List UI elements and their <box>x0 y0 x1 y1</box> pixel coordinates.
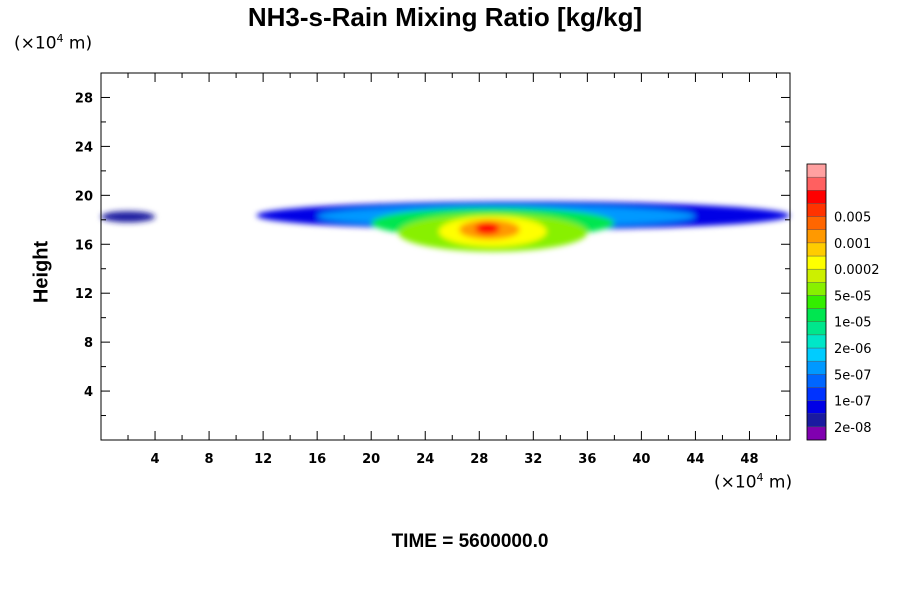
chart-title: NH3-s-Rain Mixing Ratio [kg/kg] <box>247 2 643 32</box>
colorbar-swatch <box>806 387 827 401</box>
colorbar-swatch <box>806 347 827 362</box>
colorbar-swatch <box>806 308 827 322</box>
colorbar-swatch <box>806 400 827 414</box>
colorbar-swatch <box>806 203 827 217</box>
colorbar-swatch <box>806 163 827 178</box>
colorbar-swatch <box>806 321 827 336</box>
colorbar-swatch <box>806 334 827 349</box>
axis-ticks <box>101 73 790 440</box>
x-tick-label: 16 <box>308 452 326 467</box>
colorbar-swatch <box>806 295 827 309</box>
colorbar-label: 0.0002 <box>834 263 880 278</box>
x-tick-label: 44 <box>686 452 704 467</box>
y-tick-label: 12 <box>75 287 93 302</box>
x-tick-label: 32 <box>524 452 542 467</box>
colorbar-swatch <box>806 268 827 283</box>
y-tick-label: 28 <box>75 91 93 106</box>
x-tick-label: 20 <box>362 452 380 467</box>
colorbar-swatch <box>806 242 827 257</box>
colorbar-swatch <box>806 426 827 441</box>
colorbar-label: 1e-05 <box>834 316 872 331</box>
x-tick-label: 28 <box>470 452 488 467</box>
plot-frame <box>100 72 791 441</box>
colorbar-swatch <box>806 176 827 191</box>
y-tick-label: 24 <box>75 140 93 155</box>
colorbar-swatch <box>806 216 827 230</box>
colorbar-swatch <box>806 282 827 296</box>
x-tick-label: 40 <box>632 452 650 467</box>
time-label: TIME = 5600000.0 <box>391 531 549 552</box>
x-tick-labels: 4 8 12 16 20 24 28 32 36 40 44 48 <box>151 452 759 467</box>
colorbar-label: 5e-05 <box>834 289 872 304</box>
contour-field <box>101 201 790 252</box>
colorbar-label: 5e-07 <box>834 368 872 383</box>
colorbar: 2e-08 1e-07 5e-07 2e-06 1e-05 5e-05 0.0002 0.00… <box>806 163 880 441</box>
colorbar-swatch <box>806 360 827 375</box>
x-tick-label: 8 <box>205 452 214 467</box>
x-tick-label: 24 <box>416 452 434 467</box>
colorbar-swatch <box>806 255 827 270</box>
x-tick-label: 48 <box>740 452 758 467</box>
colorbar-swatch <box>806 190 827 204</box>
y-tick-label: 16 <box>75 238 93 253</box>
colorbar-label: 2e-06 <box>834 342 872 357</box>
y-tick-label: 20 <box>75 189 93 204</box>
field-contour-0 <box>101 211 156 223</box>
y-axis-unit: (×104 m) <box>14 32 93 54</box>
colorbar-frame <box>806 163 827 441</box>
y-tick-label: 4 <box>84 385 93 400</box>
colorbar-swatch <box>806 229 827 244</box>
field-contour-7 <box>475 222 500 235</box>
x-tick-label: 12 <box>254 452 272 467</box>
y-tick-label: 8 <box>84 336 93 351</box>
colorbar-swatch <box>806 413 827 428</box>
colorbar-label: 2e-08 <box>834 421 872 436</box>
colorbar-label: 0.001 <box>834 237 871 252</box>
colorbar-label: 1e-07 <box>834 395 872 410</box>
x-axis-unit: (×104 m) <box>714 471 793 493</box>
colorbar-swatch <box>806 374 827 388</box>
y-tick-labels: 4 8 12 16 20 24 28 <box>75 91 93 400</box>
colorbar-label: 0.005 <box>834 211 871 226</box>
x-tick-label: 4 <box>151 452 160 467</box>
x-tick-label: 36 <box>578 452 596 467</box>
